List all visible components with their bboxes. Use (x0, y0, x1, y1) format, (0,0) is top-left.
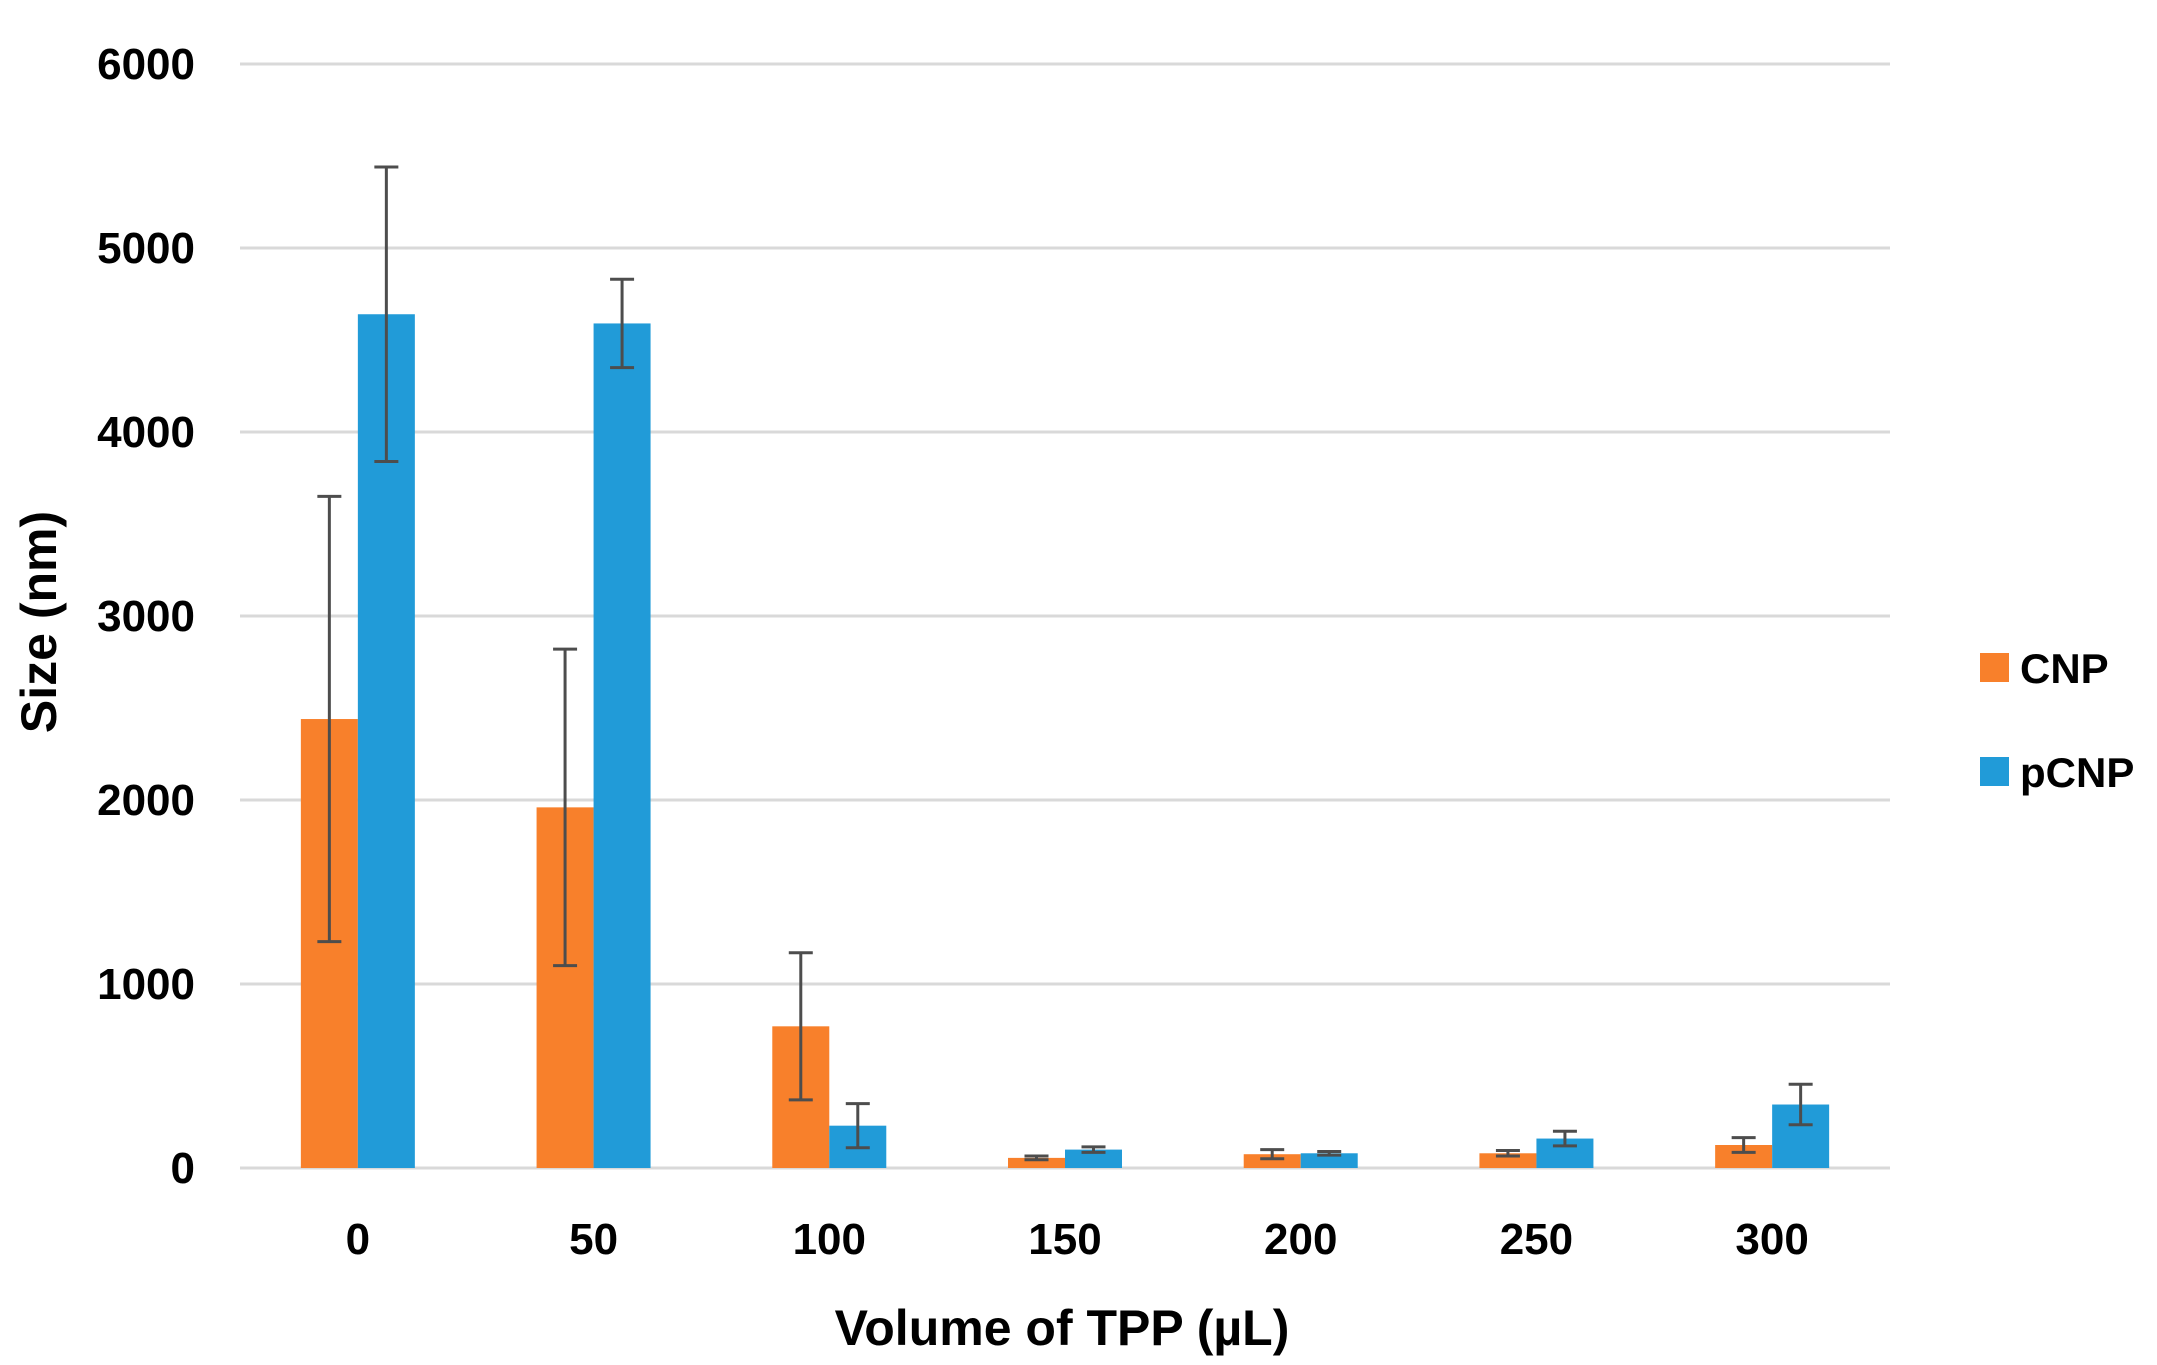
x-tick-label: 50 (569, 1215, 618, 1264)
x-tick-label: 100 (793, 1215, 866, 1264)
error-bar-pcnp-200 (1317, 1149, 1342, 1157)
x-tick-label: 300 (1735, 1215, 1808, 1264)
bar-cnp-300 (1715, 1145, 1773, 1168)
legend: CNP pCNP (1980, 645, 2134, 796)
x-tick-label: 0 (346, 1215, 370, 1264)
legend-item-pcnp: pCNP (1980, 749, 2134, 796)
y-axis-title: Size (nm) (11, 511, 67, 733)
x-tick-label: 250 (1500, 1215, 1573, 1264)
y-tick-label: 5000 (97, 224, 195, 273)
error-bar-pcnp-100 (845, 1102, 870, 1150)
error-bar-cnp-300 (1731, 1136, 1756, 1154)
bar-pcnp-50 (593, 323, 651, 1168)
bar-cnp-200 (1243, 1154, 1301, 1168)
legend-label: CNP (2020, 645, 2109, 692)
y-tick-label: 1000 (97, 960, 195, 1009)
legend-item-cnp: CNP (1980, 645, 2109, 692)
error-bar-pcnp-250 (1552, 1129, 1577, 1148)
y-tick-label: 3000 (97, 592, 195, 641)
error-bar-cnp-50 (553, 647, 578, 968)
error-bar-cnp-250 (1495, 1149, 1520, 1158)
error-bar-cnp-0 (317, 494, 342, 944)
y-tick-label: 0 (171, 1144, 195, 1193)
bar-pcnp-150 (1065, 1149, 1122, 1168)
error-bar-pcnp-150 (1081, 1145, 1106, 1154)
legend-label: pCNP (2020, 749, 2134, 796)
bar-cnp-250 (1479, 1153, 1537, 1168)
bar-pcnp-200 (1300, 1153, 1358, 1168)
error-bar-pcnp-300 (1788, 1082, 1813, 1127)
y-tick-labels: 0 1000 2000 3000 4000 5000 6000 (97, 40, 195, 1193)
error-bar-layer (317, 165, 1813, 1162)
bar-cnp-150 (1008, 1157, 1065, 1168)
y-tick-label: 4000 (97, 408, 195, 457)
x-tick-label: 150 (1028, 1215, 1101, 1264)
legend-swatch (1980, 653, 2009, 682)
error-bar-cnp-200 (1260, 1148, 1285, 1161)
error-bar-cnp-100 (788, 951, 813, 1102)
error-bar-cnp-150 (1024, 1154, 1049, 1162)
x-tick-labels: 0 50 100 150 200 250 300 (346, 1215, 1809, 1264)
y-tick-label: 6000 (97, 40, 195, 89)
bar-layer (300, 314, 1830, 1168)
x-tick-label: 200 (1264, 1215, 1337, 1264)
y-tick-label: 2000 (97, 776, 195, 825)
error-bar-pcnp-0 (374, 165, 399, 463)
grid-layer (240, 62, 1890, 1170)
error-bar-pcnp-50 (610, 277, 635, 370)
x-axis-title: Volume of TPP (µL) (835, 1300, 1290, 1356)
legend-swatch (1980, 757, 2009, 786)
